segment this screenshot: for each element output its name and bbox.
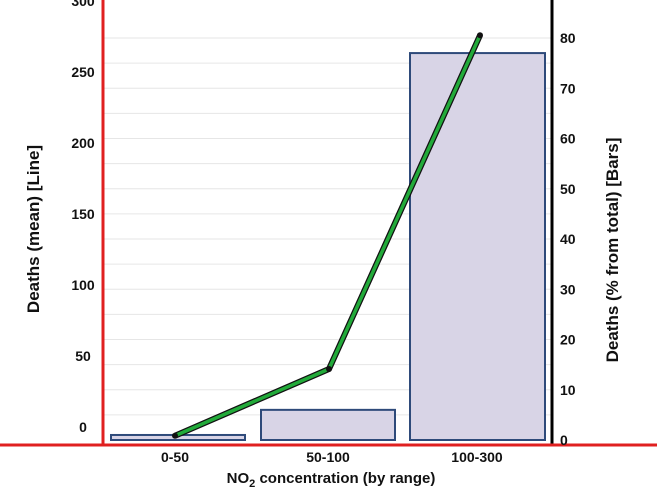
category-labels: 0-50 50-100 100-300 [161, 449, 503, 465]
left-tick-label: 0 [79, 419, 87, 435]
right-tick-label: 40 [560, 231, 576, 247]
bar [260, 408, 396, 442]
x-axis-title: NO2 concentration (by range) [227, 470, 436, 489]
x-axis-title-main: NO [227, 470, 250, 487]
right-tick-label: 30 [560, 281, 576, 297]
left-tick-label: 250 [71, 64, 95, 80]
left-tick-label: 150 [71, 206, 95, 222]
line-series [172, 32, 483, 439]
line-point [172, 432, 178, 439]
bar-series [110, 52, 546, 442]
x-axis-title-rest: concentration (by range) [255, 470, 435, 487]
line-point [326, 366, 332, 372]
left-tick-label: 50 [75, 348, 91, 364]
left-axis-title: Deaths (mean) [Line] [24, 145, 43, 313]
category-label: 50-100 [306, 449, 350, 465]
right-axis-title: Deaths (% from total) [Bars] [603, 138, 622, 363]
category-label: 0-50 [161, 449, 189, 465]
right-tick-label: 70 [560, 80, 576, 96]
right-tick-label: 50 [560, 181, 576, 197]
right-tick-labels: 0 10 20 30 40 50 60 70 80 [560, 30, 576, 448]
right-tick-label: 20 [560, 332, 576, 348]
category-label: 100-300 [451, 449, 503, 465]
bar [409, 52, 546, 441]
left-tick-labels: 0 50 100 150 200 250 300 [71, 0, 95, 435]
right-tick-label: 80 [560, 30, 576, 46]
left-tick-label: 200 [71, 135, 95, 151]
left-tick-label: 100 [71, 277, 95, 293]
right-tick-label: 10 [560, 382, 576, 398]
right-tick-label: 0 [560, 432, 568, 448]
x-axis-title-subscript: 2 [249, 478, 255, 489]
line-point [477, 32, 483, 39]
right-tick-label: 60 [560, 131, 576, 147]
left-tick-label: 300 [71, 0, 95, 9]
